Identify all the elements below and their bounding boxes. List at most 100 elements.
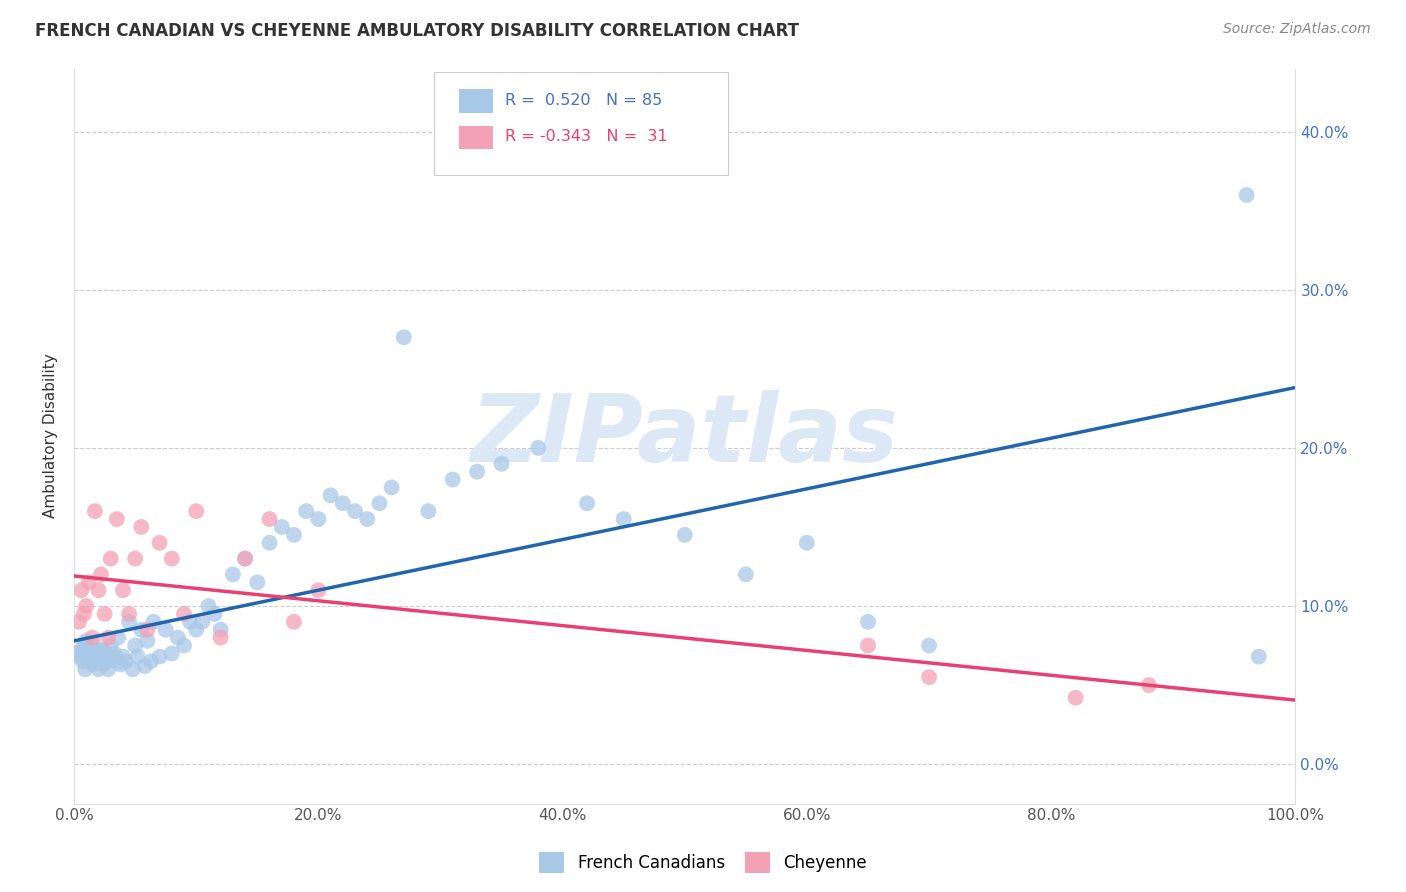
Point — [77, 654, 100, 668]
Point — [124, 551, 146, 566]
Point — [87, 583, 110, 598]
Point — [209, 631, 232, 645]
Point — [69, 649, 91, 664]
Point — [673, 528, 696, 542]
Point — [91, 643, 114, 657]
Point — [381, 480, 404, 494]
Point — [82, 657, 104, 672]
Point — [79, 647, 101, 661]
Point — [100, 551, 122, 566]
Point — [356, 512, 378, 526]
Point — [83, 639, 105, 653]
Y-axis label: Ambulatory Disability: Ambulatory Disability — [44, 354, 58, 518]
Point — [90, 567, 112, 582]
Point — [118, 607, 141, 621]
Point — [796, 535, 818, 549]
Point — [103, 647, 125, 661]
Point — [160, 551, 183, 566]
Point — [66, 647, 89, 661]
Point — [87, 662, 110, 676]
Point — [186, 623, 208, 637]
Point — [73, 639, 96, 653]
Point — [87, 647, 110, 661]
Point — [204, 607, 226, 621]
Point — [72, 654, 94, 668]
Point — [118, 615, 141, 629]
Legend: French Canadians, Cheyenne: French Canadians, Cheyenne — [533, 846, 873, 880]
Point — [139, 654, 162, 668]
Point — [283, 615, 305, 629]
Point — [465, 465, 488, 479]
Point — [149, 535, 172, 549]
Point — [270, 520, 292, 534]
Point — [75, 641, 97, 656]
Text: R =  0.520   N = 85: R = 0.520 N = 85 — [505, 93, 662, 108]
Text: R = -0.343   N =  31: R = -0.343 N = 31 — [505, 129, 668, 145]
Point — [307, 512, 329, 526]
Point — [856, 615, 879, 629]
Point — [332, 496, 354, 510]
Point — [1137, 678, 1160, 692]
Point — [124, 639, 146, 653]
Point — [107, 631, 129, 645]
Point — [186, 504, 208, 518]
Point — [110, 657, 132, 672]
Point — [1236, 188, 1258, 202]
Point — [295, 504, 318, 518]
Point — [86, 643, 108, 657]
Point — [101, 649, 124, 664]
Point — [97, 631, 120, 645]
Point — [129, 623, 152, 637]
Point — [392, 330, 415, 344]
Point — [1064, 690, 1087, 705]
Point — [491, 457, 513, 471]
Point — [75, 633, 97, 648]
Point — [100, 639, 122, 653]
Point — [70, 643, 93, 657]
Point — [283, 528, 305, 542]
Point — [75, 599, 97, 613]
Point — [856, 639, 879, 653]
Point — [319, 488, 342, 502]
Point — [233, 551, 256, 566]
Point — [160, 647, 183, 661]
Point — [222, 567, 245, 582]
Point — [105, 654, 128, 668]
Point — [114, 654, 136, 668]
Point — [77, 575, 100, 590]
Point — [83, 504, 105, 518]
Point — [70, 583, 93, 598]
Point — [155, 623, 177, 637]
Point — [209, 623, 232, 637]
Point — [97, 662, 120, 676]
Point — [93, 657, 115, 672]
Text: Source: ZipAtlas.com: Source: ZipAtlas.com — [1223, 22, 1371, 37]
Point — [134, 659, 156, 673]
Point — [259, 512, 281, 526]
Point — [441, 473, 464, 487]
Point — [1247, 649, 1270, 664]
Point — [149, 649, 172, 664]
Point — [75, 662, 97, 676]
Point — [89, 654, 111, 668]
Point — [121, 662, 143, 676]
Point — [96, 649, 118, 664]
Point — [613, 512, 636, 526]
Point — [918, 670, 941, 684]
FancyBboxPatch shape — [458, 126, 494, 149]
Point — [259, 535, 281, 549]
Point — [83, 654, 105, 668]
Point — [173, 607, 195, 621]
Point — [93, 607, 115, 621]
Point — [67, 615, 90, 629]
Point — [246, 575, 269, 590]
Point — [76, 649, 98, 664]
Point — [82, 631, 104, 645]
FancyBboxPatch shape — [434, 72, 727, 175]
Point — [734, 567, 756, 582]
Point — [418, 504, 440, 518]
FancyBboxPatch shape — [458, 89, 494, 112]
Point — [233, 551, 256, 566]
Point — [111, 583, 134, 598]
Text: FRENCH CANADIAN VS CHEYENNE AMBULATORY DISABILITY CORRELATION CHART: FRENCH CANADIAN VS CHEYENNE AMBULATORY D… — [35, 22, 799, 40]
